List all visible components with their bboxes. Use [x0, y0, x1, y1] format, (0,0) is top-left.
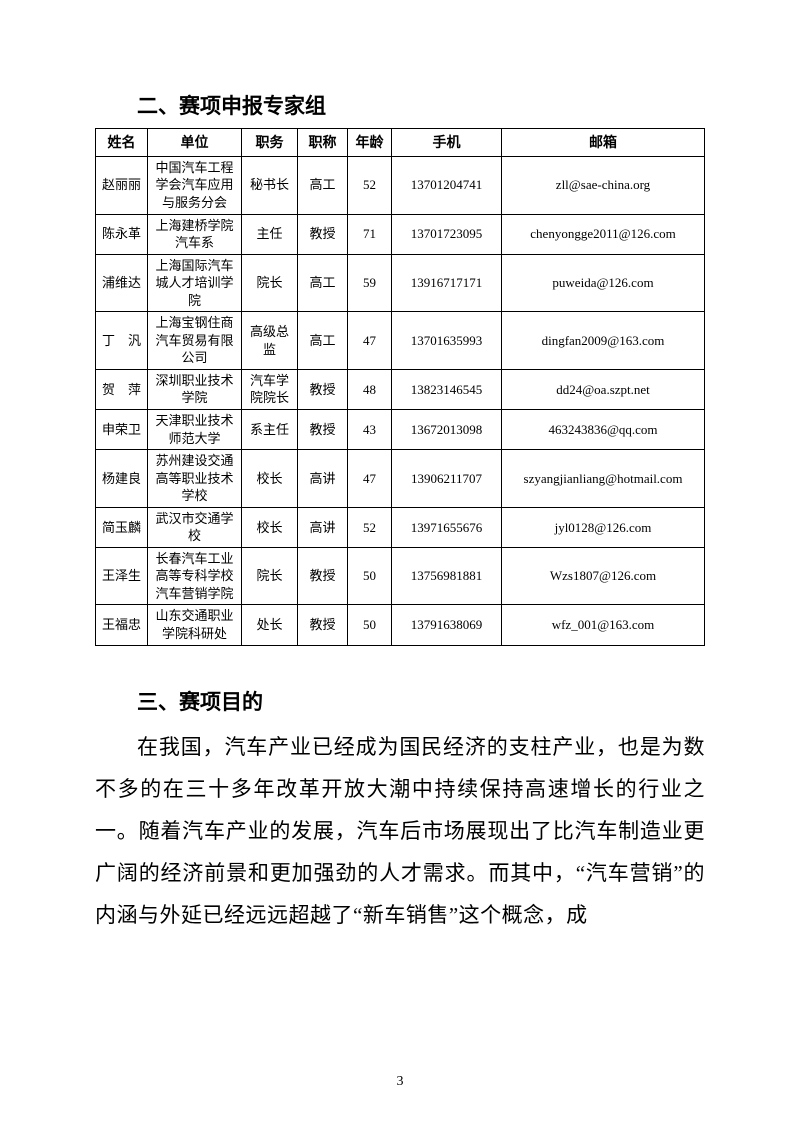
- section2-heading: 二、赛项申报专家组: [95, 90, 705, 120]
- col-header-phone: 手机: [392, 129, 502, 157]
- cell-phone: 13823146545: [392, 369, 502, 409]
- cell-phone: 13701723095: [392, 214, 502, 254]
- cell-phone: 13701204741: [392, 156, 502, 214]
- table-row: 王福忠山东交通职业学院科研处处长教授5013791638069wfz_001@1…: [96, 605, 705, 645]
- cell-unit: 武汉市交通学校: [148, 507, 242, 547]
- cell-title: 教授: [298, 410, 348, 450]
- cell-email: puweida@126.com: [502, 254, 705, 312]
- cell-name: 简玉麟: [96, 507, 148, 547]
- cell-age: 52: [348, 156, 392, 214]
- cell-email: szyangjianliang@hotmail.com: [502, 450, 705, 508]
- cell-name: 陈永革: [96, 214, 148, 254]
- cell-name: 赵丽丽: [96, 156, 148, 214]
- cell-phone: 13791638069: [392, 605, 502, 645]
- col-header-title: 职称: [298, 129, 348, 157]
- cell-duty: 院长: [242, 254, 298, 312]
- experts-table: 姓名 单位 职务 职称 年龄 手机 邮箱 赵丽丽中国汽车工程学会汽车应用与服务分…: [95, 128, 705, 646]
- cell-name: 王泽生: [96, 547, 148, 605]
- col-header-unit: 单位: [148, 129, 242, 157]
- cell-email: dd24@oa.szpt.net: [502, 369, 705, 409]
- cell-unit: 长春汽车工业高等专科学校汽车营销学院: [148, 547, 242, 605]
- cell-phone: 13971655676: [392, 507, 502, 547]
- table-row: 申荣卫天津职业技术师范大学系主任教授4313672013098463243836…: [96, 410, 705, 450]
- cell-name: 王福忠: [96, 605, 148, 645]
- table-row: 简玉麟武汉市交通学校校长高讲5213971655676jyl0128@126.c…: [96, 507, 705, 547]
- cell-age: 47: [348, 450, 392, 508]
- cell-age: 59: [348, 254, 392, 312]
- cell-title: 教授: [298, 214, 348, 254]
- cell-duty: 秘书长: [242, 156, 298, 214]
- cell-title: 高工: [298, 156, 348, 214]
- cell-email: 463243836@qq.com: [502, 410, 705, 450]
- cell-phone: 13906211707: [392, 450, 502, 508]
- cell-title: 高讲: [298, 450, 348, 508]
- table-row: 丁 汎上海宝钢住商汽车贸易有限公司高级总监高工4713701635993ding…: [96, 312, 705, 370]
- cell-unit: 深圳职业技术学院: [148, 369, 242, 409]
- section3-paragraph: 在我国，汽车产业已经成为国民经济的支柱产业，也是为数不多的在三十多年改革开放大潮…: [95, 726, 705, 936]
- cell-name: 杨建良: [96, 450, 148, 508]
- cell-unit: 上海宝钢住商汽车贸易有限公司: [148, 312, 242, 370]
- cell-unit: 上海国际汽车城人才培训学院: [148, 254, 242, 312]
- col-header-name: 姓名: [96, 129, 148, 157]
- cell-phone: 13756981881: [392, 547, 502, 605]
- section3-heading: 三、赛项目的: [95, 686, 705, 716]
- cell-phone: 13916717171: [392, 254, 502, 312]
- cell-email: jyl0128@126.com: [502, 507, 705, 547]
- table-row: 王泽生长春汽车工业高等专科学校汽车营销学院院长教授5013756981881Wz…: [96, 547, 705, 605]
- page-number: 3: [0, 1074, 800, 1090]
- cell-duty: 汽车学院院长: [242, 369, 298, 409]
- cell-phone: 13672013098: [392, 410, 502, 450]
- cell-email: Wzs1807@126.com: [502, 547, 705, 605]
- table-row: 杨建良苏州建设交通高等职业技术学校校长高讲4713906211707szyang…: [96, 450, 705, 508]
- cell-unit: 山东交通职业学院科研处: [148, 605, 242, 645]
- cell-name: 浦维达: [96, 254, 148, 312]
- cell-age: 52: [348, 507, 392, 547]
- cell-unit: 苏州建设交通高等职业技术学校: [148, 450, 242, 508]
- cell-age: 47: [348, 312, 392, 370]
- cell-unit: 上海建桥学院汽车系: [148, 214, 242, 254]
- cell-title: 教授: [298, 547, 348, 605]
- cell-duty: 主任: [242, 214, 298, 254]
- col-header-age: 年龄: [348, 129, 392, 157]
- cell-name: 贺 萍: [96, 369, 148, 409]
- page: 二、赛项申报专家组 姓名 单位 职务 职称 年龄 手机 邮箱 赵丽丽中国汽车工程…: [0, 0, 800, 936]
- cell-title: 教授: [298, 369, 348, 409]
- cell-age: 50: [348, 547, 392, 605]
- cell-age: 71: [348, 214, 392, 254]
- cell-title: 教授: [298, 605, 348, 645]
- cell-age: 50: [348, 605, 392, 645]
- cell-age: 43: [348, 410, 392, 450]
- cell-phone: 13701635993: [392, 312, 502, 370]
- cell-email: zll@sae-china.org: [502, 156, 705, 214]
- cell-email: wfz_001@163.com: [502, 605, 705, 645]
- cell-title: 高工: [298, 254, 348, 312]
- cell-duty: 处长: [242, 605, 298, 645]
- table-row: 贺 萍深圳职业技术学院汽车学院院长教授4813823146545dd24@oa.…: [96, 369, 705, 409]
- col-header-email: 邮箱: [502, 129, 705, 157]
- cell-name: 丁 汎: [96, 312, 148, 370]
- col-header-duty: 职务: [242, 129, 298, 157]
- cell-email: chenyongge2011@126.com: [502, 214, 705, 254]
- table-header-row: 姓名 单位 职务 职称 年龄 手机 邮箱: [96, 129, 705, 157]
- cell-age: 48: [348, 369, 392, 409]
- cell-email: dingfan2009@163.com: [502, 312, 705, 370]
- cell-unit: 中国汽车工程学会汽车应用与服务分会: [148, 156, 242, 214]
- cell-duty: 高级总监: [242, 312, 298, 370]
- table-row: 陈永革上海建桥学院汽车系主任教授7113701723095chenyongge2…: [96, 214, 705, 254]
- cell-duty: 校长: [242, 450, 298, 508]
- cell-duty: 系主任: [242, 410, 298, 450]
- cell-name: 申荣卫: [96, 410, 148, 450]
- cell-duty: 校长: [242, 507, 298, 547]
- cell-title: 高工: [298, 312, 348, 370]
- cell-title: 高讲: [298, 507, 348, 547]
- table-row: 赵丽丽中国汽车工程学会汽车应用与服务分会秘书长高工5213701204741zl…: [96, 156, 705, 214]
- cell-unit: 天津职业技术师范大学: [148, 410, 242, 450]
- cell-duty: 院长: [242, 547, 298, 605]
- table-row: 浦维达上海国际汽车城人才培训学院院长高工5913916717171puweida…: [96, 254, 705, 312]
